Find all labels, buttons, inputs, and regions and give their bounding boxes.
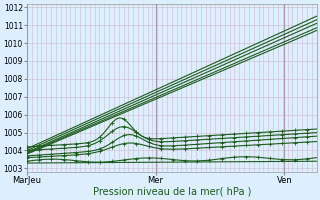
X-axis label: Pression niveau de la mer( hPa ): Pression niveau de la mer( hPa ) — [92, 187, 251, 197]
